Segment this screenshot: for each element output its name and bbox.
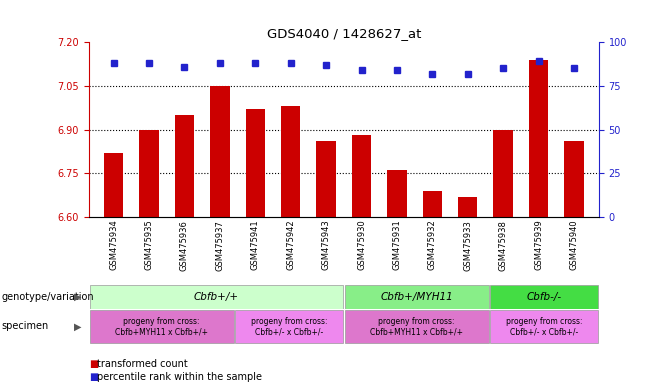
Text: ■: ■ <box>89 372 98 382</box>
Text: progeny from cross:
Cbfb+MYH11 x Cbfb+/+: progeny from cross: Cbfb+MYH11 x Cbfb+/+ <box>115 317 208 336</box>
Bar <box>352 136 371 217</box>
Title: GDS4040 / 1428627_at: GDS4040 / 1428627_at <box>266 26 421 40</box>
Text: ▶: ▶ <box>74 291 82 302</box>
Bar <box>139 130 159 217</box>
Text: progeny from cross:
Cbfb+/- x Cbfb+/-: progeny from cross: Cbfb+/- x Cbfb+/- <box>251 317 328 336</box>
Bar <box>316 141 336 217</box>
Bar <box>345 310 489 343</box>
Text: progeny from cross:
Cbfb+MYH11 x Cbfb+/+: progeny from cross: Cbfb+MYH11 x Cbfb+/+ <box>370 317 463 336</box>
Bar <box>210 86 230 217</box>
Bar <box>529 60 548 217</box>
Bar <box>345 285 489 309</box>
Text: specimen: specimen <box>1 321 49 331</box>
Text: Cbfb+/+: Cbfb+/+ <box>193 291 239 302</box>
Bar <box>490 310 598 343</box>
Text: percentile rank within the sample: percentile rank within the sample <box>97 372 263 382</box>
Bar <box>104 153 123 217</box>
Bar <box>422 191 442 217</box>
Text: Cbfb+/MYH11: Cbfb+/MYH11 <box>380 291 453 302</box>
Text: ▶: ▶ <box>74 321 82 331</box>
Text: ■: ■ <box>89 359 98 369</box>
Text: Cbfb-/-: Cbfb-/- <box>526 291 562 302</box>
Bar <box>494 130 513 217</box>
Bar <box>281 106 301 217</box>
Bar <box>458 197 478 217</box>
Text: progeny from cross:
Cbfb+/- x Cbfb+/-: progeny from cross: Cbfb+/- x Cbfb+/- <box>506 317 582 336</box>
Bar <box>236 310 343 343</box>
Bar <box>490 285 598 309</box>
Bar <box>565 141 584 217</box>
Text: genotype/variation: genotype/variation <box>1 291 94 302</box>
Bar <box>89 310 234 343</box>
Bar <box>89 285 343 309</box>
Bar <box>175 115 194 217</box>
Bar <box>245 109 265 217</box>
Text: transformed count: transformed count <box>97 359 188 369</box>
Bar <box>387 170 407 217</box>
